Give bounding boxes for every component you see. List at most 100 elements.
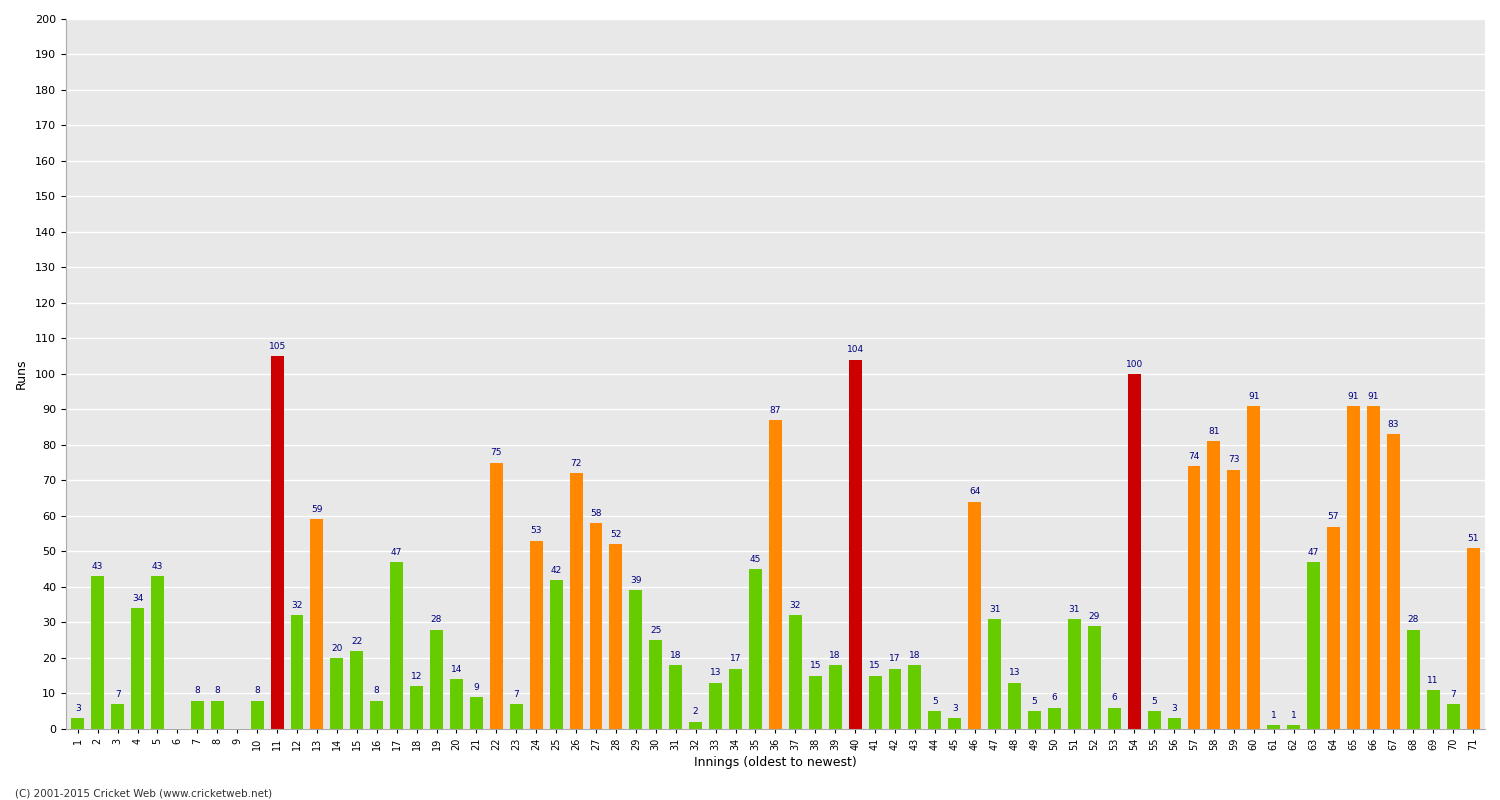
Text: 31: 31: [1068, 605, 1080, 614]
Text: 45: 45: [750, 555, 760, 564]
Bar: [789, 615, 802, 729]
Text: 6: 6: [1052, 694, 1058, 702]
Text: 7: 7: [1450, 690, 1456, 698]
Bar: [1306, 562, 1320, 729]
Bar: [1208, 442, 1221, 729]
Text: 1: 1: [1270, 711, 1276, 720]
Text: 29: 29: [1089, 612, 1100, 621]
Bar: [130, 608, 144, 729]
Text: 8: 8: [255, 686, 260, 695]
Bar: [1088, 626, 1101, 729]
Bar: [211, 701, 223, 729]
Text: 91: 91: [1248, 391, 1260, 401]
Bar: [988, 619, 1000, 729]
Bar: [948, 718, 962, 729]
Text: (C) 2001-2015 Cricket Web (www.cricketweb.net): (C) 2001-2015 Cricket Web (www.cricketwe…: [15, 788, 272, 798]
Bar: [630, 590, 642, 729]
Bar: [1347, 406, 1360, 729]
Bar: [510, 704, 522, 729]
Text: 2: 2: [693, 707, 699, 717]
Text: 6: 6: [1112, 694, 1118, 702]
Bar: [808, 676, 822, 729]
Text: 31: 31: [988, 605, 1000, 614]
Text: 3: 3: [952, 704, 957, 713]
Bar: [590, 523, 603, 729]
Bar: [1446, 704, 1460, 729]
Text: 83: 83: [1388, 420, 1400, 429]
Text: 47: 47: [392, 548, 402, 557]
Bar: [351, 651, 363, 729]
Text: 28: 28: [1407, 615, 1419, 624]
Bar: [72, 718, 84, 729]
Bar: [688, 722, 702, 729]
Bar: [1008, 682, 1022, 729]
Text: 34: 34: [132, 594, 142, 603]
Bar: [270, 356, 284, 729]
Bar: [1287, 726, 1300, 729]
Text: 51: 51: [1467, 534, 1479, 542]
Text: 15: 15: [810, 662, 820, 670]
Text: 75: 75: [490, 448, 502, 458]
Text: 1: 1: [1292, 711, 1296, 720]
Text: 11: 11: [1428, 675, 1438, 685]
Text: 8: 8: [374, 686, 380, 695]
Bar: [370, 701, 382, 729]
X-axis label: Innings (oldest to newest): Innings (oldest to newest): [694, 756, 856, 769]
Text: 9: 9: [474, 682, 480, 692]
Text: 32: 32: [789, 601, 801, 610]
Bar: [1028, 711, 1041, 729]
Bar: [710, 682, 722, 729]
Text: 100: 100: [1125, 360, 1143, 369]
Text: 17: 17: [730, 654, 741, 663]
Text: 5: 5: [1150, 697, 1156, 706]
Text: 53: 53: [531, 526, 542, 535]
Bar: [770, 420, 782, 729]
Text: 13: 13: [710, 669, 722, 678]
Text: 57: 57: [1328, 512, 1340, 522]
Text: 25: 25: [650, 626, 662, 635]
Text: 5: 5: [1032, 697, 1038, 706]
Text: 64: 64: [969, 487, 981, 497]
Bar: [190, 701, 204, 729]
Text: 43: 43: [92, 562, 104, 571]
Bar: [1467, 548, 1479, 729]
Bar: [291, 615, 303, 729]
Bar: [470, 697, 483, 729]
Bar: [330, 658, 344, 729]
Bar: [1426, 690, 1440, 729]
Bar: [1227, 470, 1240, 729]
Text: 22: 22: [351, 637, 363, 646]
Bar: [1248, 406, 1260, 729]
Bar: [968, 502, 981, 729]
Text: 91: 91: [1368, 391, 1378, 401]
Bar: [1167, 718, 1180, 729]
Text: 8: 8: [214, 686, 220, 695]
Text: 7: 7: [114, 690, 120, 698]
Text: 5: 5: [932, 697, 938, 706]
Bar: [430, 630, 442, 729]
Text: 15: 15: [870, 662, 880, 670]
Text: 52: 52: [610, 530, 621, 539]
Bar: [669, 665, 682, 729]
Text: 18: 18: [830, 650, 842, 660]
Bar: [1068, 619, 1082, 729]
Text: 81: 81: [1208, 427, 1219, 436]
Bar: [828, 665, 842, 729]
Text: 72: 72: [570, 459, 582, 468]
Bar: [390, 562, 404, 729]
Text: 104: 104: [846, 346, 864, 354]
Bar: [1188, 466, 1200, 729]
Text: 87: 87: [770, 406, 782, 414]
Text: 43: 43: [152, 562, 164, 571]
Bar: [1128, 374, 1140, 729]
Text: 8: 8: [195, 686, 200, 695]
Bar: [152, 576, 164, 729]
Bar: [1108, 708, 1120, 729]
Text: 3: 3: [1172, 704, 1178, 713]
Text: 13: 13: [1010, 669, 1020, 678]
Bar: [310, 519, 324, 729]
Text: 28: 28: [430, 615, 442, 624]
Text: 18: 18: [909, 650, 921, 660]
Bar: [570, 474, 582, 729]
Bar: [251, 701, 264, 729]
